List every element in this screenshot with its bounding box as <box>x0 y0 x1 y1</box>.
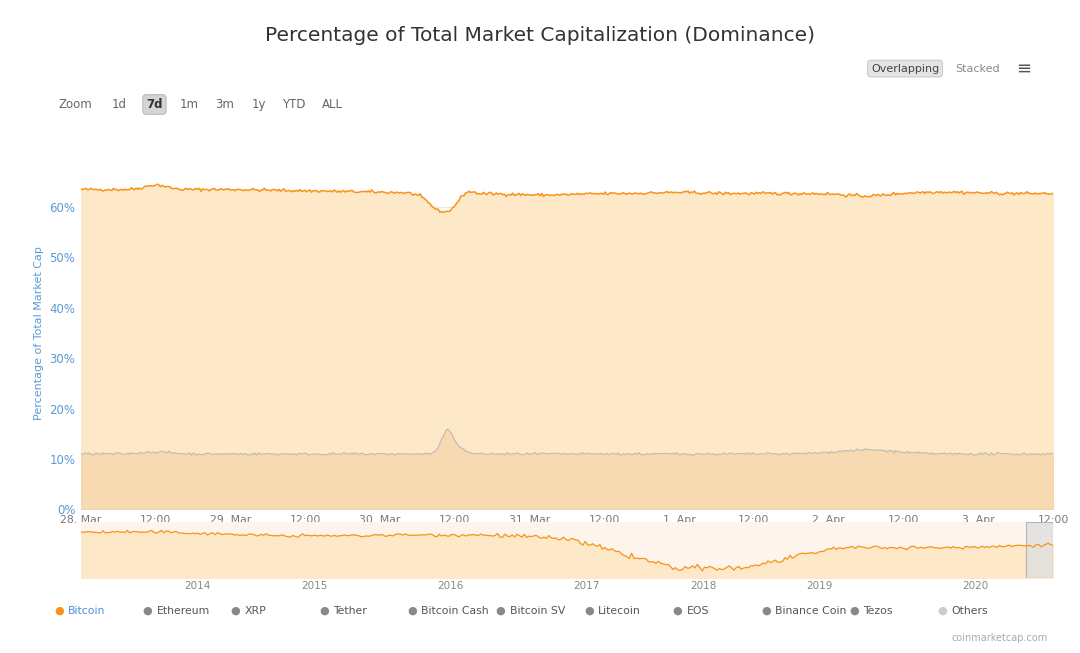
Text: coinmarketcap.com: coinmarketcap.com <box>951 633 1048 643</box>
Text: ●: ● <box>407 605 417 616</box>
Text: Percentage of Total Market Capitalization (Dominance): Percentage of Total Market Capitalizatio… <box>265 26 815 45</box>
Text: ●: ● <box>937 605 947 616</box>
Text: ●: ● <box>849 605 859 616</box>
Text: Zoom: Zoom <box>58 98 93 111</box>
Text: ●: ● <box>496 605 505 616</box>
Text: XRP: XRP <box>245 605 267 616</box>
Text: 1y: 1y <box>252 98 267 111</box>
Text: Stacked: Stacked <box>955 63 1000 74</box>
Text: ●: ● <box>584 605 594 616</box>
Text: ●: ● <box>319 605 328 616</box>
Y-axis label: Percentage of Total Market Cap: Percentage of Total Market Cap <box>33 246 44 420</box>
Text: ●: ● <box>673 605 683 616</box>
Text: Tezos: Tezos <box>863 605 893 616</box>
Text: ●: ● <box>143 605 152 616</box>
Text: Bitcoin Cash: Bitcoin Cash <box>421 605 489 616</box>
Text: ●: ● <box>54 605 64 616</box>
Bar <box>1026 522 1053 578</box>
Text: 1m: 1m <box>179 98 199 111</box>
Text: Others: Others <box>951 605 988 616</box>
Text: EOS: EOS <box>687 605 710 616</box>
Text: ALL: ALL <box>322 98 343 111</box>
Text: 3m: 3m <box>215 98 234 111</box>
Text: YTD: YTD <box>282 98 306 111</box>
Text: Binance Coin: Binance Coin <box>775 605 847 616</box>
Text: Ethereum: Ethereum <box>157 605 210 616</box>
Text: Overlapping: Overlapping <box>870 63 940 74</box>
Text: Litecoin: Litecoin <box>598 605 640 616</box>
Text: ≡: ≡ <box>1016 59 1031 78</box>
Text: ●: ● <box>231 605 241 616</box>
Text: Tether: Tether <box>333 605 367 616</box>
Text: Bitcoin: Bitcoin <box>68 605 106 616</box>
Text: Bitcoin SV: Bitcoin SV <box>510 605 565 616</box>
Text: 1d: 1d <box>111 98 126 111</box>
Text: 7d: 7d <box>146 98 163 111</box>
Text: ●: ● <box>761 605 771 616</box>
